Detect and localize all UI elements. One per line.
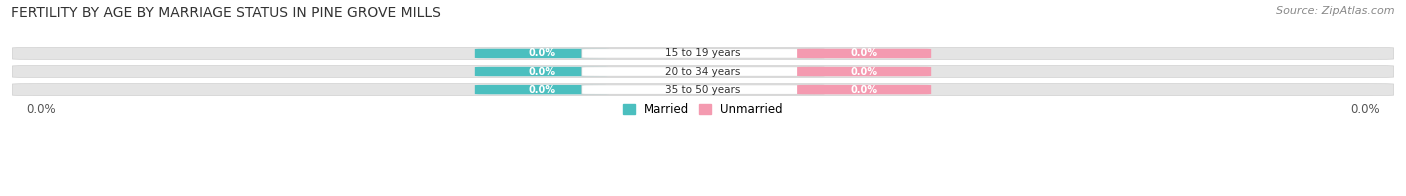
Text: 0.0%: 0.0% xyxy=(529,48,555,58)
FancyBboxPatch shape xyxy=(13,65,1393,77)
Text: 0.0%: 0.0% xyxy=(529,66,555,76)
FancyBboxPatch shape xyxy=(475,49,609,58)
FancyBboxPatch shape xyxy=(797,67,931,76)
FancyBboxPatch shape xyxy=(582,85,824,94)
FancyBboxPatch shape xyxy=(475,85,609,94)
FancyBboxPatch shape xyxy=(797,49,931,58)
Text: 35 to 50 years: 35 to 50 years xyxy=(665,85,741,95)
Text: 20 to 34 years: 20 to 34 years xyxy=(665,66,741,76)
FancyBboxPatch shape xyxy=(797,85,931,94)
FancyBboxPatch shape xyxy=(475,67,609,76)
FancyBboxPatch shape xyxy=(582,49,824,58)
Text: 0.0%: 0.0% xyxy=(1351,103,1381,116)
Text: 0.0%: 0.0% xyxy=(851,85,877,95)
FancyBboxPatch shape xyxy=(13,84,1393,96)
Text: 15 to 19 years: 15 to 19 years xyxy=(665,48,741,58)
Text: 0.0%: 0.0% xyxy=(851,66,877,76)
Text: FERTILITY BY AGE BY MARRIAGE STATUS IN PINE GROVE MILLS: FERTILITY BY AGE BY MARRIAGE STATUS IN P… xyxy=(11,6,441,20)
Text: Source: ZipAtlas.com: Source: ZipAtlas.com xyxy=(1277,6,1395,16)
FancyBboxPatch shape xyxy=(582,67,824,76)
Legend: Married, Unmarried: Married, Unmarried xyxy=(619,98,787,121)
FancyBboxPatch shape xyxy=(13,47,1393,59)
Text: 0.0%: 0.0% xyxy=(851,48,877,58)
Text: 0.0%: 0.0% xyxy=(529,85,555,95)
Text: 0.0%: 0.0% xyxy=(25,103,55,116)
